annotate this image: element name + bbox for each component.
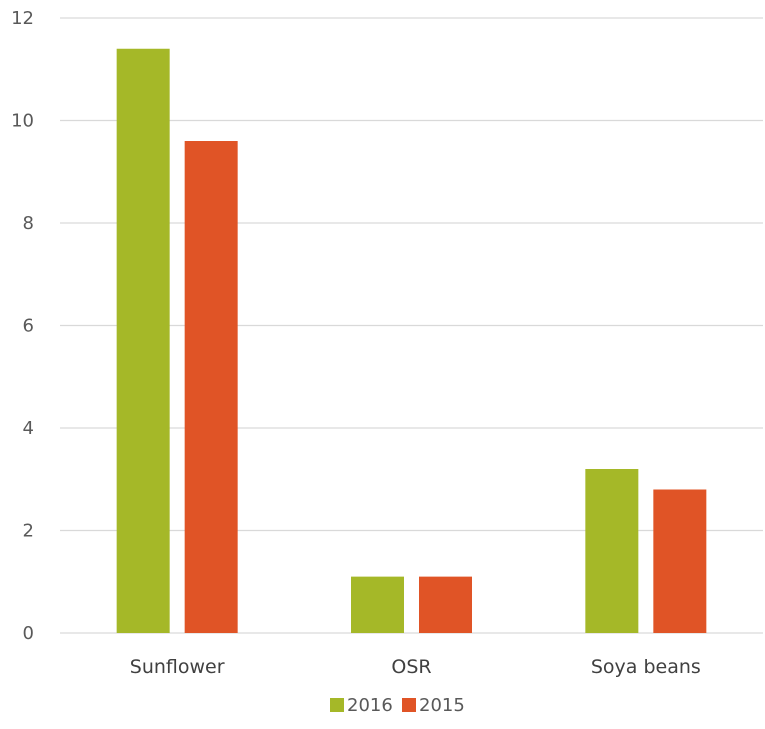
bar-2016-sunflower <box>116 48 170 633</box>
bar-2015-osr <box>419 576 472 633</box>
y-tick-label: 4 <box>23 418 34 439</box>
legend: 2016 2015 <box>330 695 465 716</box>
x-axis-category-labels: Sunflower OSR Soya beans <box>130 656 701 678</box>
y-tick-label: 2 <box>23 521 34 542</box>
x-category-label: OSR <box>391 656 431 678</box>
bars <box>116 48 707 633</box>
bar-2015-sunflower <box>184 141 238 633</box>
y-tick-label: 6 <box>23 316 34 337</box>
y-tick-label: 0 <box>23 623 34 644</box>
y-tick-label: 10 <box>11 111 34 132</box>
legend-swatch-2015 <box>402 698 416 712</box>
x-category-label: Sunflower <box>130 656 225 678</box>
y-axis-tick-labels: 0 2 4 6 8 10 12 <box>11 8 34 644</box>
bar-2016-soya-beans <box>585 469 639 633</box>
bar-2015-soya-beans <box>653 489 707 633</box>
legend-label-2015: 2015 <box>419 695 465 716</box>
y-tick-label: 8 <box>23 213 34 234</box>
legend-label-2016: 2016 <box>347 695 393 716</box>
x-category-label: Soya beans <box>591 656 701 678</box>
bar-2016-osr <box>351 576 404 633</box>
legend-swatch-2016 <box>330 698 344 712</box>
y-tick-label: 12 <box>11 8 34 29</box>
gridlines <box>60 17 763 634</box>
